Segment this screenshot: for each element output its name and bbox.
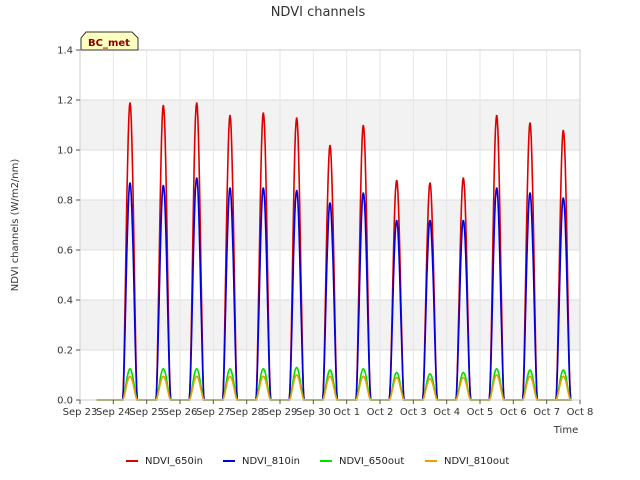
y-tick-label: 1.4 <box>57 46 73 57</box>
x-tick-label: Sep 28 <box>229 407 264 418</box>
plot-band <box>80 300 580 350</box>
x-tick-label: Sep 27 <box>196 407 231 418</box>
plot-band <box>80 100 580 150</box>
y-tick-label: 1.2 <box>57 96 73 107</box>
y-tick-label: 0.2 <box>57 346 73 357</box>
x-tick-label: Sep 26 <box>163 407 198 418</box>
y-tick-label: 1.0 <box>57 146 73 157</box>
y-axis-ticks: 0.0 0.2 0.4 0.6 0.8 1.0 1.2 1.4 <box>57 46 80 407</box>
plot-band <box>80 250 580 300</box>
x-tick-label: Oct 3 <box>400 407 427 418</box>
legend-label: NDVI_650out <box>339 456 404 467</box>
plot-band <box>80 350 580 400</box>
chart-title: NDVI channels <box>271 5 366 20</box>
x-tick-label: Sep 25 <box>129 407 164 418</box>
x-tick-label: Oct 1 <box>333 407 360 418</box>
y-tick-label: 0.0 <box>57 396 73 407</box>
badge-box <box>80 31 139 51</box>
legend-label: NDVI_650in <box>145 456 203 467</box>
badge: BC_met <box>80 31 139 51</box>
plot-band <box>80 150 580 200</box>
x-tick-label: Sep 24 <box>96 407 131 418</box>
y-tick-label: 0.4 <box>57 296 73 307</box>
badge-label: BC_met <box>88 38 130 49</box>
x-tick-label: Sep 23 <box>63 407 98 418</box>
plot-band <box>80 200 580 250</box>
x-tick-label: Oct 2 <box>367 407 394 418</box>
legend-label: NDVI_810in <box>242 456 300 467</box>
y-tick-label: 0.6 <box>57 246 73 257</box>
x-tick-label: Oct 7 <box>533 407 560 418</box>
plot-frame <box>79 49 581 401</box>
plot-band <box>80 50 580 100</box>
plot-background <box>80 50 580 400</box>
legend-label: NDVI_810out <box>444 456 509 467</box>
x-tick-label: Sep 29 <box>263 407 298 418</box>
x-tick-label: Oct 6 <box>500 407 527 418</box>
y-axis-label: NDVI channels (W/m2/nm) <box>10 159 21 292</box>
x-axis-label: Time <box>553 425 578 436</box>
x-tick-label: Oct 4 <box>433 407 460 418</box>
legend: NDVI_650in NDVI_810in NDVI_650out NDVI_810o… <box>126 456 509 467</box>
x-tick-label: Oct 5 <box>467 407 494 418</box>
x-tick-label: Sep 30 <box>296 407 331 418</box>
y-tick-label: 0.8 <box>57 196 73 207</box>
x-tick-label: Oct 8 <box>567 407 594 418</box>
